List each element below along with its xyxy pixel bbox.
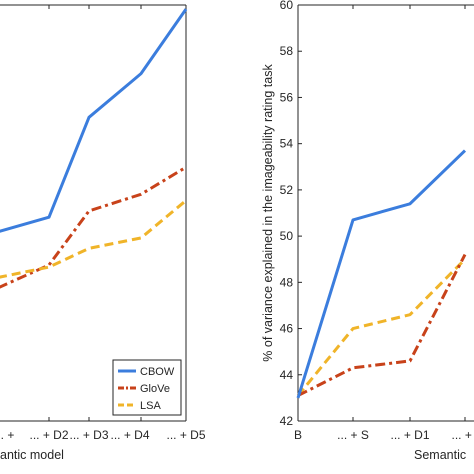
right-series-line-cbow: [296, 149, 467, 399]
legend-label-cbow: CBOW: [140, 366, 175, 378]
right-y-tick-label: 42: [280, 414, 294, 428]
right-x-tick-label: B: [294, 428, 302, 442]
right-y-axis-label: % of variance explained in the imageabil…: [261, 64, 275, 362]
right-y-tick-label: 48: [280, 275, 294, 289]
left-legend: CBOW GloVe LSA: [112, 359, 182, 416]
right-y-tick-label: 46: [280, 322, 294, 336]
right-chart-panel: 42 44 46 48 50 52 54 56 58 60 B ... + S ... + D1 ... …: [261, 0, 474, 462]
left-x-tick-label: ... + D4: [110, 428, 149, 442]
right-y-tick-label: 60: [280, 0, 294, 12]
right-x-tick-label: ... + D1: [390, 428, 429, 442]
right-y-tick-label: 54: [280, 137, 294, 151]
right-series-line-glove: [297, 253, 467, 397]
right-y-tick-label: 50: [280, 229, 294, 243]
legend-box: [112, 359, 182, 416]
right-y-tick-label: 58: [280, 44, 294, 58]
right-y-tick-label: 56: [280, 90, 294, 104]
right-series-line-lsa: [296, 258, 467, 397]
left-x-tick-label: ... +: [0, 428, 14, 442]
left-x-tick-label: ... + D3: [69, 428, 108, 442]
left-series-line-glove: [0, 165, 187, 289]
legend-label-lsa: LSA: [140, 400, 161, 412]
right-y-tick-label: 44: [280, 368, 294, 382]
left-x-tick-label: ... + D5: [166, 428, 205, 442]
left-x-axis-label: antic model: [0, 448, 64, 462]
left-series-line-lsa: [0, 199, 187, 279]
right-x-tick-label: ... + S: [337, 428, 369, 442]
right-x-axis-label: Semantic: [414, 448, 466, 462]
right-x-tick-label: ... + I: [451, 428, 474, 442]
legend-label-glove: GloVe: [140, 383, 170, 395]
left-chart-panel: ... + D2... + D3... + D4 ... + D5 ... + ant…: [0, 4, 206, 462]
left-x-tick-label: ... + D2: [29, 428, 68, 442]
left-series-line-cbow: [0, 8, 188, 233]
right-y-tick-label: 52: [280, 183, 294, 197]
